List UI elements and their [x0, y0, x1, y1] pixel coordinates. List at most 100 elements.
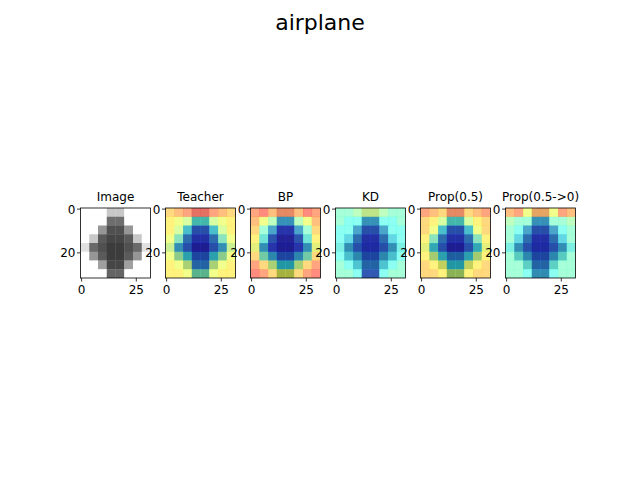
- cell: [482, 226, 491, 235]
- cell: [201, 217, 210, 226]
- cell: [464, 208, 473, 217]
- cell: [371, 226, 380, 235]
- cell: [567, 243, 576, 252]
- cell: [514, 243, 523, 252]
- axes-frame: [336, 208, 406, 278]
- cell: [473, 269, 482, 278]
- cell: [89, 252, 98, 261]
- x-tick: [506, 278, 507, 282]
- cell: [421, 226, 430, 235]
- cell: [218, 208, 227, 217]
- cell: [438, 269, 447, 278]
- cell: [336, 217, 345, 226]
- cell: [447, 234, 456, 243]
- cell: [81, 226, 90, 235]
- cell: [336, 234, 345, 243]
- cell: [558, 208, 567, 217]
- cell: [344, 243, 353, 252]
- cell: [227, 226, 236, 235]
- cell: [81, 217, 90, 226]
- cell: [192, 252, 201, 261]
- cell: [447, 217, 456, 226]
- cell: [286, 243, 295, 252]
- cell: [286, 234, 295, 243]
- x-tick: [136, 278, 137, 282]
- cell: [227, 217, 236, 226]
- cell: [218, 226, 227, 235]
- cell: [567, 252, 576, 261]
- cell: [397, 208, 406, 217]
- cell: [259, 217, 268, 226]
- cell: [379, 208, 388, 217]
- cell: [482, 234, 491, 243]
- cell: [464, 217, 473, 226]
- cell: [312, 261, 321, 270]
- cell: [294, 261, 303, 270]
- cell: [421, 217, 430, 226]
- cell: [166, 226, 175, 235]
- cell: [142, 261, 151, 270]
- cell: [447, 252, 456, 261]
- cell: [209, 261, 218, 270]
- axes-frame: [251, 208, 321, 278]
- cell: [344, 217, 353, 226]
- panel-title: KD: [362, 190, 379, 204]
- cell: [353, 217, 362, 226]
- cell: [268, 252, 277, 261]
- y-tick-label: 20: [315, 246, 330, 260]
- cells: [81, 208, 151, 278]
- cell: [447, 261, 456, 270]
- cell: [183, 217, 192, 226]
- cell: [209, 261, 218, 270]
- cell: [294, 252, 303, 261]
- cell: [429, 269, 438, 278]
- cell: [523, 234, 532, 243]
- cell: [549, 252, 558, 261]
- x-tick-label: 0: [78, 283, 86, 297]
- cell: [251, 261, 260, 270]
- cell: [388, 261, 397, 270]
- cell: [166, 252, 175, 261]
- cell: [336, 269, 345, 278]
- cell: [344, 217, 353, 226]
- x-tick: [561, 278, 562, 282]
- cell: [421, 252, 430, 261]
- cell: [294, 217, 303, 226]
- cell: [523, 243, 532, 252]
- cell: [514, 226, 523, 235]
- cell: [303, 269, 312, 278]
- cell: [81, 234, 90, 243]
- cell: [567, 261, 576, 270]
- cell: [201, 217, 210, 226]
- cell: [456, 234, 465, 243]
- cell: [541, 269, 550, 278]
- cell: [523, 217, 532, 226]
- cell: [482, 234, 491, 243]
- cell: [456, 261, 465, 270]
- cell: [344, 269, 353, 278]
- cell: [303, 252, 312, 261]
- cell: [166, 234, 175, 243]
- y-tick-label: 0: [323, 203, 331, 217]
- cell: [558, 208, 567, 217]
- cell: [183, 208, 192, 217]
- cell: [567, 261, 576, 270]
- x-tick: [306, 278, 307, 282]
- cell: [371, 217, 380, 226]
- cell: [379, 243, 388, 252]
- cell: [259, 234, 268, 243]
- cell: [201, 252, 210, 261]
- cell: [506, 261, 515, 270]
- y-tick-label: 20: [400, 246, 415, 260]
- cell: [532, 217, 541, 226]
- cell: [514, 269, 523, 278]
- cell: [549, 234, 558, 243]
- y-tick-label: 0: [238, 203, 246, 217]
- cell: [532, 208, 541, 217]
- cell: [183, 234, 192, 243]
- cell: [379, 261, 388, 270]
- cell: [209, 226, 218, 235]
- cell: [277, 217, 286, 226]
- cell: [209, 252, 218, 261]
- cell: [506, 269, 515, 278]
